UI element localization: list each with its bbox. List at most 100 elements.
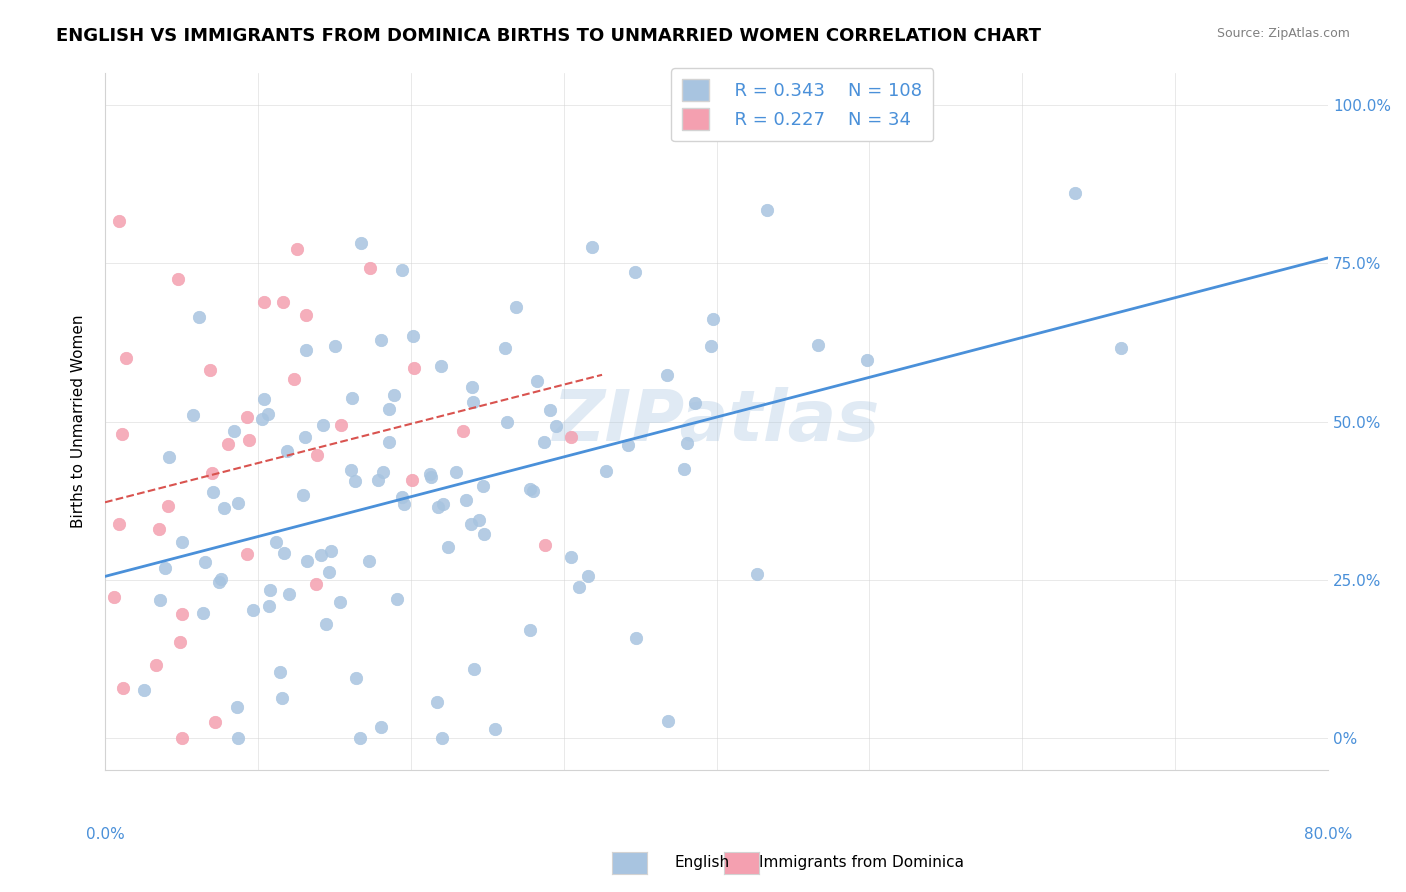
Point [519, 482, 541, 496]
Point [494, 341, 516, 355]
Point [344, 671, 367, 685]
Point [283, 371, 305, 385]
Point [385, 592, 408, 607]
Point [307, 448, 329, 462]
Point [427, 500, 450, 515]
Point [172, 535, 194, 549]
Text: Immigrants from Dominica: Immigrants from Dominica [759, 855, 965, 870]
Point [357, 553, 380, 567]
Point [157, 450, 180, 465]
Point [266, 534, 288, 549]
Point [367, 473, 389, 487]
Point [200, 363, 222, 377]
Point [472, 526, 495, 541]
Point [145, 657, 167, 672]
Point [384, 387, 406, 401]
Point [148, 522, 170, 536]
Point [343, 474, 366, 488]
Point [568, 580, 591, 594]
Point [278, 587, 301, 601]
Point [456, 493, 478, 508]
Point [181, 409, 204, 423]
Point [201, 466, 224, 480]
Text: ZIPatlas: ZIPatlas [553, 387, 880, 456]
Text: 80.0%: 80.0% [1303, 827, 1353, 842]
Point [437, 540, 460, 554]
Point [269, 665, 291, 680]
Point [225, 699, 247, 714]
Point [467, 513, 489, 527]
Point [170, 731, 193, 746]
Point [747, 567, 769, 582]
Point [204, 715, 226, 730]
Point [167, 272, 190, 286]
Point [273, 546, 295, 560]
Text: 0.0%: 0.0% [86, 827, 124, 842]
Point [271, 294, 294, 309]
Point [319, 544, 342, 558]
Point [155, 561, 177, 575]
Point [522, 483, 544, 498]
Point [401, 473, 423, 487]
Point [242, 603, 264, 617]
Point [235, 547, 257, 561]
Text: ENGLISH VS IMMIGRANTS FROM DOMINICA BIRTHS TO UNMARRIED WOMEN CORRELATION CHART: ENGLISH VS IMMIGRANTS FROM DOMINICA BIRT… [56, 27, 1042, 45]
Point [202, 485, 225, 500]
Point [756, 203, 779, 218]
Point [212, 500, 235, 515]
Point [329, 417, 352, 432]
Point [426, 695, 449, 709]
Point [270, 690, 292, 705]
Point [256, 407, 278, 421]
Point [683, 396, 706, 410]
Point [461, 394, 484, 409]
Point [419, 470, 441, 484]
Point [391, 490, 413, 504]
Point [339, 463, 361, 477]
Point [259, 599, 281, 613]
Point [560, 430, 582, 444]
Point [295, 308, 318, 322]
Point [156, 499, 179, 513]
Point [702, 312, 724, 326]
Text: English: English [675, 855, 730, 870]
Point [172, 607, 194, 621]
Point [655, 368, 678, 382]
Point [134, 682, 156, 697]
Point [226, 731, 249, 746]
Point [370, 333, 392, 347]
Point [217, 436, 239, 450]
Point [108, 517, 131, 532]
Point [463, 662, 485, 676]
Point [676, 435, 699, 450]
Point [373, 466, 395, 480]
Point [534, 537, 557, 551]
Point [496, 415, 519, 429]
Point [377, 434, 399, 449]
Point [315, 617, 337, 632]
Point [1063, 186, 1085, 200]
Point [461, 380, 484, 394]
Point [108, 214, 131, 228]
Legend:   R = 0.343    N = 108,   R = 0.227    N = 34: R = 0.343 N = 108, R = 0.227 N = 34 [671, 69, 934, 141]
Point [624, 265, 647, 279]
Point [305, 576, 328, 591]
Point [856, 352, 879, 367]
Point [538, 403, 561, 417]
Point [370, 720, 392, 734]
Point [294, 430, 316, 444]
Point [432, 497, 454, 511]
Point [578, 569, 600, 583]
Point [359, 261, 381, 276]
Point [103, 591, 125, 605]
Point [471, 479, 494, 493]
Point [1111, 341, 1133, 355]
Point [402, 360, 425, 375]
Point [484, 723, 506, 737]
Point [253, 295, 276, 310]
Point [238, 433, 260, 447]
Point [318, 565, 340, 579]
Point [581, 240, 603, 254]
Point [250, 412, 273, 426]
Point [544, 419, 567, 434]
